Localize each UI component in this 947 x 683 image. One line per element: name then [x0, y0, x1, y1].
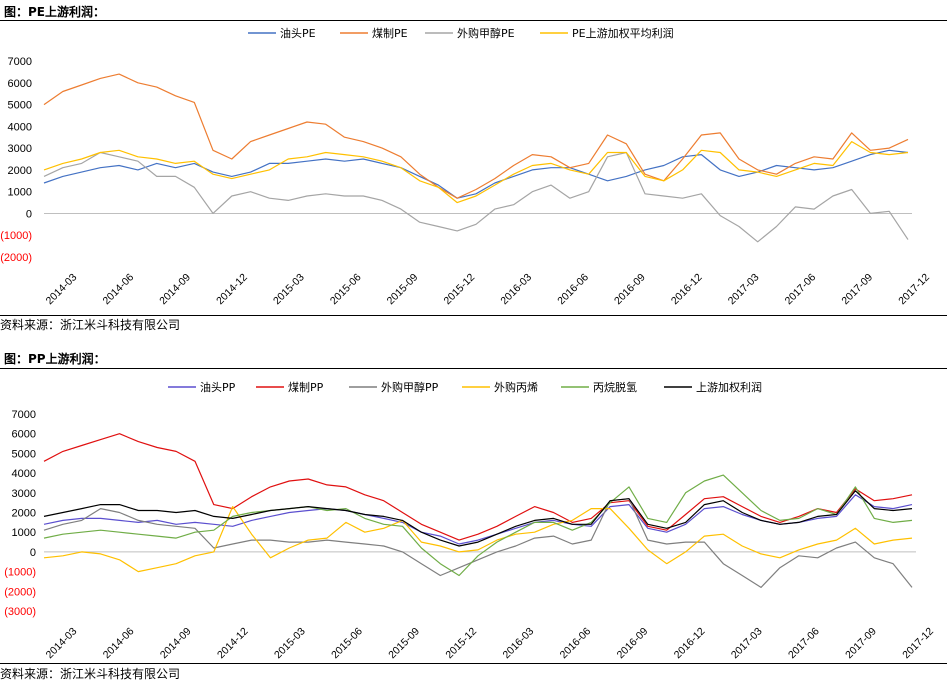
- pe-xtick-label: 2015-03: [271, 271, 307, 307]
- pp-ytick-label: (1000): [4, 567, 36, 579]
- pp-xtick-label: 2017-09: [843, 625, 879, 661]
- pe-xtick-label: 2014-09: [157, 271, 193, 307]
- pe-xtick-label: 2015-12: [442, 271, 478, 307]
- pp-panel-title: 图：PP上游利润：: [4, 352, 106, 366]
- pe-ytick-label: 5000: [8, 100, 32, 112]
- pe-xtick-label: 2014-12: [214, 271, 250, 307]
- pe-source-note: 资料来源：浙江米斗科技有限公司: [0, 318, 181, 332]
- pp-xtick-label: 2016-12: [672, 625, 708, 661]
- pe-xtick-label: 2016-12: [669, 271, 705, 307]
- pe-series-line: [43, 151, 909, 243]
- pp-legend-label: 上游加权利润: [696, 380, 762, 394]
- pp-ytick-label: 2000: [12, 508, 36, 520]
- pe-xtick-label: 2017-06: [783, 271, 819, 307]
- pe-ytick-label: 4000: [8, 121, 32, 133]
- pe-xtick-label: 2015-09: [385, 271, 421, 307]
- pe-legend-label: 煤制PE: [372, 27, 408, 40]
- pp-xtick-label: 2015-03: [272, 625, 308, 661]
- pp-ytick-label: 6000: [12, 429, 36, 441]
- pe-xtick-label: 2015-06: [328, 271, 364, 307]
- pe-ytick-label: 3000: [8, 143, 32, 155]
- pp-series-line: [43, 506, 913, 573]
- pp-ytick-label: 5000: [12, 448, 36, 460]
- pp-series-line: [43, 490, 913, 547]
- pp-ytick-label: 4000: [12, 468, 36, 480]
- pp-xtick-label: 2015-06: [329, 625, 365, 661]
- pp-series-line: [43, 498, 913, 588]
- pe-xtick-label: 2014-03: [44, 271, 80, 307]
- pp-legend-label: 油头PP: [200, 380, 236, 394]
- pp-ytick-label: (2000): [4, 586, 36, 598]
- pp-xtick-label: 2017-12: [900, 625, 936, 661]
- pp-ytick-label: 1000: [12, 527, 36, 539]
- pp-top-rule: [0, 368, 947, 369]
- pp-ytick-label: (3000): [4, 606, 36, 618]
- pe-ytick-label: (2000): [0, 252, 32, 264]
- pp-legend-label: 外购甲醇PP: [381, 380, 439, 394]
- pe-xtick-label: 2016-09: [612, 271, 648, 307]
- pp-xtick-label: 2015-12: [443, 625, 479, 661]
- pe-ytick-label: 6000: [8, 78, 32, 90]
- pe-source-rule: [0, 315, 947, 316]
- pp-xtick-label: 2017-06: [786, 625, 822, 661]
- pp-xtick-label: 2014-09: [158, 625, 194, 661]
- pp-xtick-label: 2014-12: [215, 625, 251, 661]
- pp-source-rule: [0, 663, 947, 664]
- pe-ytick-label: 7000: [8, 56, 32, 68]
- pe-xtick-label: 2014-06: [100, 271, 136, 307]
- pp-legend-label: 外购丙烯: [494, 380, 538, 394]
- pp-chart: 7000 6000 5000 4000 3000 2000 1000 0 (1000) (2000…: [4, 380, 936, 661]
- pp-ytick-label: 3000: [12, 488, 36, 500]
- pp-xtick-label: 2016-09: [615, 625, 651, 661]
- pp-xtick-label: 2014-03: [44, 625, 80, 661]
- pe-top-rule: [0, 20, 947, 21]
- pe-xtick-label: 2016-06: [555, 271, 591, 307]
- pe-legend-label: 油头PE: [280, 26, 316, 40]
- pp-xtick-label: 2016-03: [500, 625, 536, 661]
- pe-legend-label: PE上游加权平均利润: [572, 26, 674, 40]
- pp-series-line: [43, 433, 913, 541]
- pe-series-line: [43, 149, 909, 199]
- pp-series-line: [43, 474, 913, 577]
- pe-xtick-label: 2016-03: [498, 271, 534, 307]
- pe-xtick-label: 2017-03: [726, 271, 762, 307]
- pp-xtick-label: 2014-06: [101, 625, 137, 661]
- pe-series-line: [43, 73, 909, 199]
- pe-xtick-label: 2017-12: [896, 271, 932, 307]
- pp-xtick-label: 2016-06: [558, 625, 594, 661]
- pe-series-line: [43, 140, 909, 204]
- pe-xtick-label: 2017-09: [839, 271, 875, 307]
- pp-xtick-label: 2017-03: [729, 625, 765, 661]
- pe-legend-label: 外购甲醇PE: [457, 26, 515, 40]
- pe-chart: 7000 6000 5000 4000 3000 2000 1000 0 (1000) (2000…: [0, 26, 932, 307]
- pe-panel-title: 图：PE上游利润：: [4, 5, 105, 19]
- pp-series-line: [43, 494, 913, 545]
- pp-source-note: 资料来源：浙江米斗科技有限公司: [0, 667, 181, 681]
- pp-legend-label: 煤制PP: [288, 381, 324, 394]
- pe-ytick-label: 2000: [8, 165, 32, 177]
- pp-ytick-label: 0: [30, 547, 36, 559]
- pp-legend-label: 丙烷脱氢: [593, 380, 637, 394]
- pp-xtick-label: 2015-09: [386, 625, 422, 661]
- pe-ytick-label: 0: [26, 208, 32, 220]
- pe-ytick-label: 1000: [8, 187, 32, 199]
- pp-ytick-label: 7000: [12, 409, 36, 421]
- pe-ytick-label: (1000): [0, 230, 32, 242]
